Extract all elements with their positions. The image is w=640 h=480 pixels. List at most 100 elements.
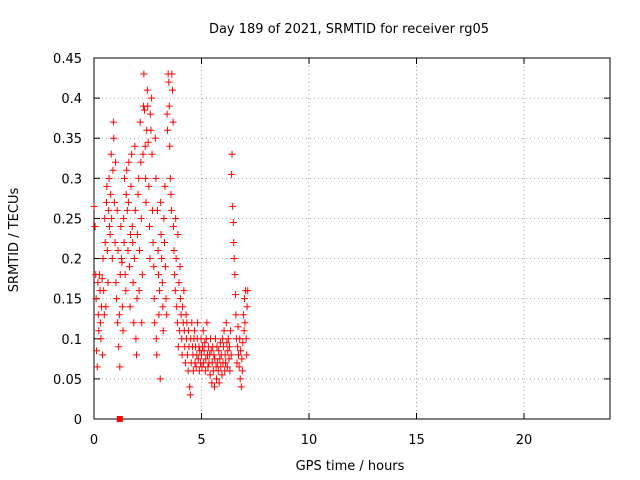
data-point xyxy=(185,327,193,335)
data-point xyxy=(146,110,154,118)
data-point xyxy=(239,339,247,347)
y-tick-label: 0.4 xyxy=(61,92,82,107)
data-point xyxy=(113,206,121,214)
data-point xyxy=(163,110,171,118)
data-point xyxy=(118,259,126,267)
data-point xyxy=(129,239,137,247)
data-point xyxy=(168,86,176,94)
data-point xyxy=(230,255,238,263)
data-point xyxy=(229,218,237,226)
y-tick-label: 0.2 xyxy=(61,253,82,268)
x-axis-label: GPS time / hours xyxy=(296,459,405,474)
data-point xyxy=(144,102,152,110)
y-tick-label: 0.05 xyxy=(53,373,82,388)
data-point xyxy=(140,70,148,78)
data-point xyxy=(170,247,178,255)
data-point xyxy=(171,271,179,279)
data-point xyxy=(234,323,242,331)
data-point xyxy=(228,150,236,158)
data-point xyxy=(110,134,118,142)
data-point xyxy=(115,311,123,319)
data-point xyxy=(120,214,128,222)
data-point xyxy=(218,371,226,379)
data-point xyxy=(90,202,98,210)
data-point xyxy=(244,287,252,295)
data-point-square xyxy=(116,416,123,422)
gridlines xyxy=(94,58,610,419)
data-point xyxy=(138,271,146,279)
data-point xyxy=(158,255,166,263)
data-point xyxy=(215,347,223,355)
data-point xyxy=(239,311,247,319)
data-point xyxy=(95,271,103,279)
data-point xyxy=(107,150,115,158)
data-point xyxy=(222,359,230,367)
data-point xyxy=(109,166,117,174)
plot-frame xyxy=(93,57,611,420)
data-point xyxy=(238,367,246,375)
data-point xyxy=(237,383,245,391)
data-point xyxy=(141,106,149,114)
data-point xyxy=(182,311,190,319)
data-point xyxy=(94,311,102,319)
data-point xyxy=(159,303,167,311)
data-point xyxy=(176,295,184,303)
data-point xyxy=(105,174,113,182)
data-point xyxy=(195,367,203,375)
data-point xyxy=(229,202,237,210)
data-point xyxy=(225,355,233,363)
data-point xyxy=(160,214,168,222)
data-point xyxy=(107,190,115,198)
data-point xyxy=(114,319,122,327)
data-point xyxy=(164,126,172,134)
data-points xyxy=(90,70,252,422)
data-point xyxy=(139,150,147,158)
data-point xyxy=(236,335,244,343)
data-point xyxy=(157,198,165,206)
data-point xyxy=(220,327,228,335)
data-point xyxy=(124,247,132,255)
data-point xyxy=(125,158,133,166)
data-point xyxy=(119,327,127,335)
data-point xyxy=(120,239,128,247)
y-tick-label: 0.1 xyxy=(61,333,82,348)
data-point xyxy=(91,222,99,230)
data-point xyxy=(98,275,106,283)
x-tick-label: 15 xyxy=(408,433,425,448)
x-axis-ticks: 0 5 10 15 20 xyxy=(90,58,532,448)
data-point xyxy=(136,118,144,126)
data-point xyxy=(103,182,111,190)
data-point xyxy=(210,351,218,359)
data-point xyxy=(170,222,178,230)
data-point xyxy=(166,142,174,150)
data-point xyxy=(99,351,107,359)
data-point xyxy=(227,327,235,335)
data-point xyxy=(213,343,221,351)
data-point xyxy=(206,371,214,379)
data-point xyxy=(243,303,251,311)
data-point xyxy=(224,347,232,355)
data-point xyxy=(101,214,109,222)
data-point xyxy=(241,295,248,303)
data-point xyxy=(179,303,187,311)
data-point xyxy=(149,239,157,247)
data-point xyxy=(158,279,166,287)
data-point xyxy=(227,351,235,359)
data-point xyxy=(203,319,211,327)
data-point xyxy=(169,118,177,126)
data-point xyxy=(153,206,161,214)
data-point xyxy=(223,339,231,347)
data-point xyxy=(241,319,249,327)
data-point xyxy=(194,319,202,327)
data-point xyxy=(115,343,123,351)
data-point xyxy=(189,367,197,375)
data-point xyxy=(161,239,169,247)
y-tick-label: 0.3 xyxy=(61,172,82,187)
y-tick-label: 0.35 xyxy=(53,132,82,147)
data-point xyxy=(134,190,142,198)
data-point xyxy=(133,351,141,359)
data-point xyxy=(201,367,209,375)
data-point xyxy=(127,230,135,238)
data-point xyxy=(101,239,109,247)
data-point xyxy=(151,134,159,142)
